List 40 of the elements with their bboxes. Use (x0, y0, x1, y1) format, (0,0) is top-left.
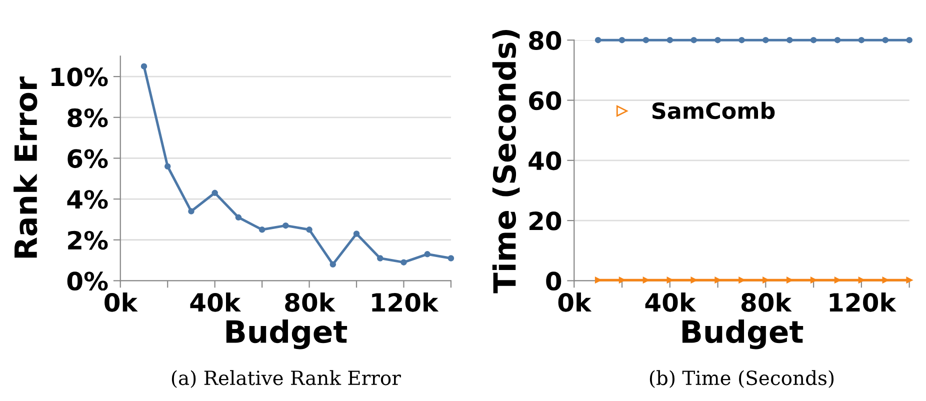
x-tick-label: 120k (372, 292, 439, 312)
point (164, 163, 171, 170)
y-axis-title: Rank Error (14, 76, 38, 258)
y-tick-label: 10% (52, 68, 108, 86)
point (212, 190, 218, 196)
point (235, 214, 242, 221)
point (353, 230, 360, 237)
x-tick-label: 0k (558, 292, 592, 312)
text: (a) Relative Rank Error (172, 370, 401, 388)
x-tick-label: 0k (104, 292, 138, 312)
x-axis-title: Budget (682, 319, 804, 350)
point (377, 255, 384, 262)
y-tick-label: 60 (529, 91, 562, 110)
legend-label: SamComb (652, 102, 775, 120)
y-tick-label: 2% (68, 230, 108, 250)
point (282, 222, 289, 229)
text: (b) Time (Seconds) (650, 370, 834, 388)
y-tick-label: 4% (67, 190, 108, 209)
point (400, 259, 407, 266)
point (140, 63, 148, 70)
x-axis-title: Budget (226, 319, 348, 350)
y-tick-label: 40 (528, 151, 562, 170)
y-tick-label: 0 (546, 272, 562, 291)
y-tick-label: 6% (68, 149, 108, 168)
point (448, 255, 454, 262)
x-tick-label: 40k (190, 292, 242, 312)
y-tick-label: 0% (67, 272, 108, 291)
point (188, 208, 194, 214)
point (306, 226, 312, 233)
point (258, 226, 266, 233)
x-tick-label: 40k (645, 292, 696, 312)
x-tick-label: 80k (741, 292, 792, 312)
x-tick-label: 120k (830, 292, 896, 312)
y-tick-label: 20 (530, 211, 562, 230)
point (330, 261, 336, 268)
y-tick-label: 80 (529, 31, 562, 50)
y-axis-title: Time (Seconds) (492, 30, 520, 294)
y-tick-label: 8% (68, 108, 108, 128)
point (424, 251, 430, 258)
x-tick-label: 80k (285, 292, 336, 312)
